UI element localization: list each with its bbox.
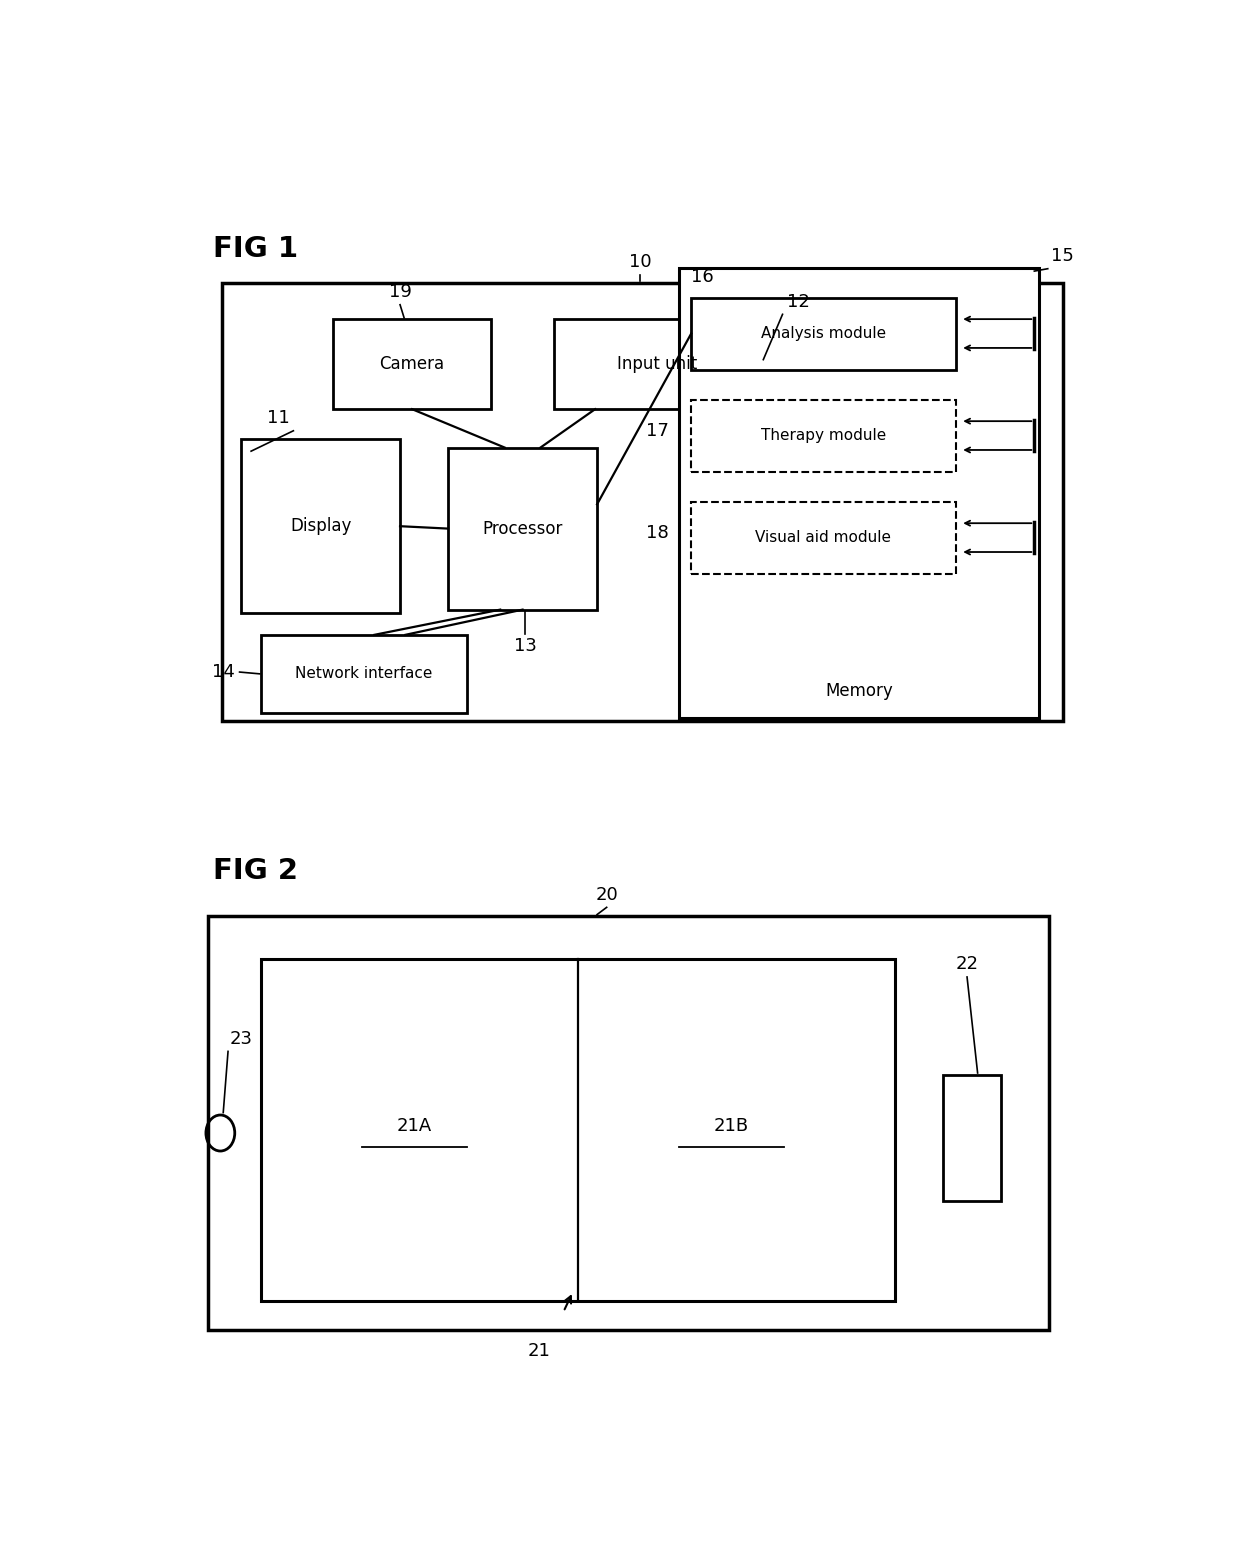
Text: Memory: Memory — [825, 681, 893, 700]
Bar — [691, 399, 956, 471]
Text: 11: 11 — [267, 408, 290, 427]
Text: 18: 18 — [646, 524, 670, 543]
Text: Network interface: Network interface — [295, 666, 433, 681]
Text: 17: 17 — [646, 422, 670, 440]
Text: 16: 16 — [691, 268, 714, 285]
Text: Therapy module: Therapy module — [761, 429, 887, 443]
Text: 13: 13 — [513, 638, 537, 655]
Bar — [554, 320, 760, 408]
Bar — [208, 915, 1049, 1330]
Text: FIG 1: FIG 1 — [213, 235, 298, 263]
Bar — [260, 635, 467, 712]
Bar — [691, 298, 956, 369]
Text: Display: Display — [290, 518, 351, 535]
Text: Analysis module: Analysis module — [761, 326, 885, 341]
Bar — [332, 320, 491, 408]
Text: Camera: Camera — [379, 355, 445, 373]
Text: 20: 20 — [595, 886, 618, 904]
Text: 21B: 21B — [714, 1116, 749, 1135]
Text: Input unit: Input unit — [618, 355, 697, 373]
Text: 19: 19 — [388, 284, 412, 301]
Text: 12: 12 — [787, 293, 810, 310]
Bar — [260, 959, 895, 1302]
Text: Visual aid module: Visual aid module — [755, 530, 892, 546]
Text: 21A: 21A — [397, 1116, 432, 1135]
Text: 10: 10 — [629, 253, 651, 271]
Text: 23: 23 — [229, 1030, 253, 1048]
Text: 22: 22 — [956, 956, 978, 973]
Text: FIG 2: FIG 2 — [213, 857, 298, 886]
Text: Processor: Processor — [482, 519, 563, 538]
Text: 21: 21 — [528, 1342, 551, 1359]
Bar — [678, 268, 1039, 717]
Bar — [222, 284, 1063, 722]
Text: 14: 14 — [212, 663, 234, 681]
Bar — [942, 1076, 1001, 1202]
Bar — [242, 440, 401, 613]
Bar — [448, 447, 596, 610]
Bar — [691, 502, 956, 574]
Text: 15: 15 — [1050, 248, 1074, 265]
